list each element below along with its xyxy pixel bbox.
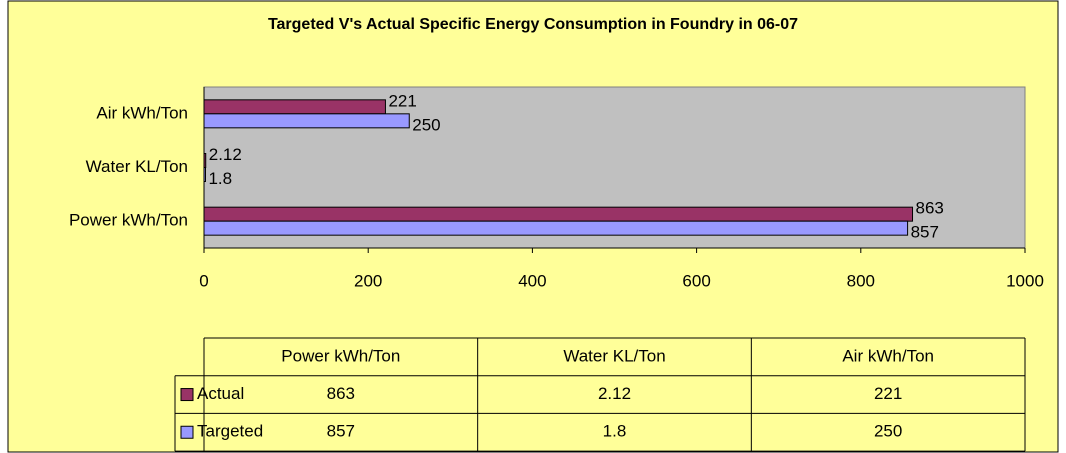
- bar: [203, 113, 410, 129]
- data-label: 250: [412, 115, 440, 134]
- data-label: 863: [916, 199, 944, 218]
- x-tick-label: 400: [518, 271, 546, 290]
- table-cell: 1.8: [603, 422, 627, 441]
- table-cell: 250: [874, 422, 902, 441]
- legend-key: [180, 425, 194, 439]
- table-cell: 857: [327, 422, 355, 441]
- legend-key: [180, 388, 194, 402]
- data-label: 857: [911, 223, 939, 242]
- bar: [203, 167, 206, 182]
- y-tick-label: Water KL/Ton: [86, 157, 188, 176]
- table-cell: 221: [874, 384, 902, 403]
- chart-title: Targeted V's Actual Specific Energy Cons…: [268, 16, 798, 33]
- legend-label: Actual: [197, 384, 244, 403]
- table-cell: 863: [327, 384, 355, 403]
- table-header: Power kWh/Ton: [281, 346, 400, 365]
- bar: [203, 99, 386, 115]
- x-tick-label: 800: [847, 271, 875, 290]
- x-tick-label: 1000: [1006, 271, 1044, 290]
- x-tick-label: 600: [682, 271, 710, 290]
- bar: [203, 220, 909, 236]
- bar: [203, 153, 207, 168]
- x-tick-label: 200: [354, 271, 382, 290]
- data-label: 2.12: [209, 145, 242, 164]
- y-tick-label: Air kWh/Ton: [96, 103, 188, 122]
- y-tick-label: Power kWh/Ton: [69, 211, 188, 230]
- legend-label: Targeted: [197, 422, 263, 441]
- bar: [203, 206, 914, 222]
- data-label: 1.8: [208, 169, 232, 188]
- table-cell: 2.12: [598, 384, 631, 403]
- x-tick-label: 0: [199, 271, 208, 290]
- table-header: Air kWh/Ton: [842, 346, 934, 365]
- table-header: Water KL/Ton: [563, 346, 665, 365]
- data-label: 221: [388, 91, 416, 110]
